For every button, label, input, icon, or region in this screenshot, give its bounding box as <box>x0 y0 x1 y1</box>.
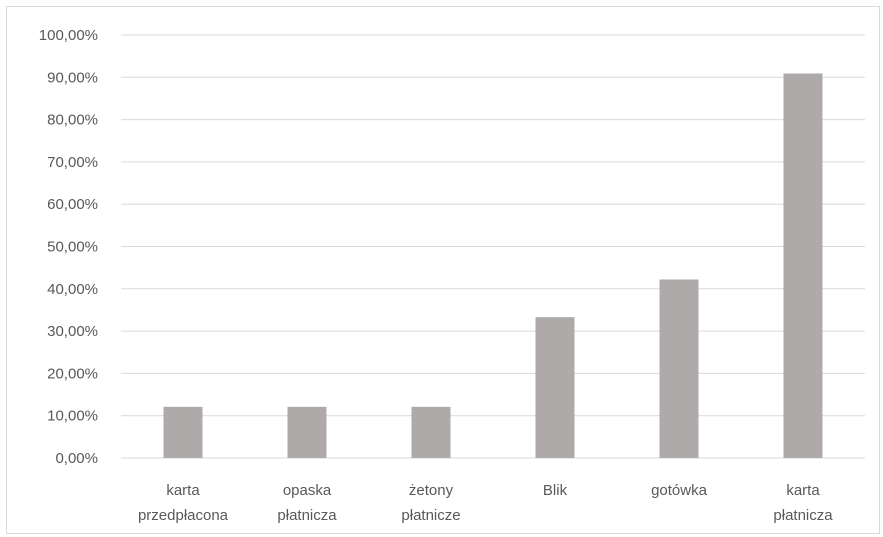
x-category-label: karta płatnicza <box>773 482 833 524</box>
y-tick-label: 100,00% <box>39 27 98 44</box>
y-tick-label: 50,00% <box>47 239 98 256</box>
y-tick-label: 60,00% <box>47 196 98 213</box>
bar <box>411 406 451 458</box>
x-category-label: karta przedpłacona <box>138 482 229 524</box>
bar <box>783 73 823 459</box>
y-tick-label: 80,00% <box>47 112 98 129</box>
y-tick-label: 30,00% <box>47 323 98 340</box>
bar <box>659 279 699 458</box>
y-tick-label: 90,00% <box>47 69 98 86</box>
y-axis-ticks: 0,00% 10,00% 20,00% 30,00% 40,00% 50,00% 60,00… <box>39 27 98 467</box>
bar <box>287 406 327 458</box>
y-tick-label: 20,00% <box>47 365 98 382</box>
x-category-label: Blik <box>543 482 568 499</box>
x-category-label: żetony płatnicze <box>401 482 460 524</box>
y-tick-label: 0,00% <box>55 450 98 467</box>
y-tick-label: 10,00% <box>47 408 98 425</box>
x-category-label: gotówka <box>651 482 708 499</box>
bar <box>163 406 203 458</box>
bar <box>535 317 575 458</box>
x-axis-labels: karta przedpłacona opaska płatnicza żetony pł… <box>138 482 833 524</box>
y-tick-label: 70,00% <box>47 154 98 171</box>
bars <box>163 73 823 459</box>
gridlines <box>121 34 865 459</box>
y-tick-label: 40,00% <box>47 281 98 298</box>
x-category-label: opaska płatnicza <box>277 482 337 524</box>
